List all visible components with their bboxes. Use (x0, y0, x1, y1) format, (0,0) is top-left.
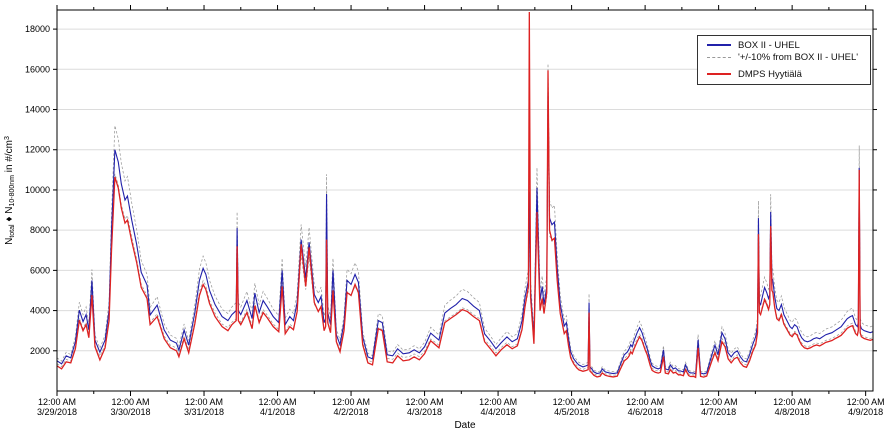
y-tick-label: 16000 (25, 64, 50, 74)
x-tick-date: 3/29/2018 (37, 407, 77, 417)
legend-line-red-icon (707, 73, 731, 75)
x-tick-date: 3/30/2018 (110, 407, 150, 417)
y-axis: 2000 4000 6000 8000 10000 12000 14000 16000 1800… (25, 24, 877, 356)
series-lines (56, 12, 874, 379)
x-tick-time: 12:00 AM (847, 397, 885, 407)
plot-frame (56, 9, 874, 392)
y-tick-label: 6000 (30, 265, 50, 275)
legend: BOX II - UHEL '+/-10% from BOX II - UHEL… (697, 35, 871, 85)
series-box-ii-uhel (56, 93, 874, 375)
y-tick-label: 2000 (30, 346, 50, 356)
x-tick-time: 12:00 AM (773, 397, 811, 407)
x-tick-time: 12:00 AM (626, 397, 664, 407)
x-tick-time: 12:00 AM (700, 397, 738, 407)
x-tick-date: 4/8/2018 (775, 407, 810, 417)
x-tick-date: 4/5/2018 (554, 407, 589, 417)
gridlines (57, 28, 873, 352)
x-tick-time: 12:00 AM (111, 397, 149, 407)
y-tick-label: 8000 (30, 225, 50, 235)
x-tick-time: 12:00 AM (185, 397, 223, 407)
legend-item-dmps-hyytiala: DMPS Hyytiälä (707, 68, 866, 80)
x-tick-time: 12:00 AM (406, 397, 444, 407)
x-tick-time: 12:00 AM (479, 397, 517, 407)
legend-label: DMPS Hyytiälä (738, 68, 802, 80)
x-tick-date: 4/4/2018 (481, 407, 516, 417)
series-plus10pct (56, 63, 874, 373)
x-tick-time: 12:00 AM (259, 397, 297, 407)
x-axis-title: Date (454, 420, 476, 431)
y-tick-label: 12000 (25, 145, 50, 155)
x-tick-time: 12:00 AM (38, 397, 76, 407)
legend-label: BOX II - UHEL (738, 39, 800, 51)
y-tick-label: 4000 (30, 306, 50, 316)
series-minus10pct (56, 123, 874, 377)
x-tick-time: 12:00 AM (332, 397, 370, 407)
y-tick-label: 18000 (25, 24, 50, 34)
legend-line-dashed-gray-icon (707, 56, 731, 58)
y-axis-title: Ntotal ♦ N10-800nm in #/cm3 (4, 136, 16, 245)
legend-label: '+/-10% from BOX II - UHEL' (738, 51, 859, 63)
series-dmps-hyytiala (56, 12, 874, 379)
x-tick-time: 12:00 AM (553, 397, 591, 407)
x-tick-date: 4/6/2018 (628, 407, 663, 417)
x-tick-date: 4/7/2018 (701, 407, 736, 417)
x-tick-date: 4/2/2018 (334, 407, 369, 417)
legend-item-box-ii-uhel: BOX II - UHEL (707, 39, 866, 51)
x-tick-date: 4/1/2018 (260, 407, 295, 417)
x-tick-date: 4/3/2018 (407, 407, 442, 417)
legend-line-blue-icon (707, 44, 731, 46)
x-tick-date: 4/9/2018 (848, 407, 883, 417)
x-tick-date: 3/31/2018 (184, 407, 224, 417)
y-tick-label: 14000 (25, 105, 50, 115)
legend-item-plus-minus-10pct: '+/-10% from BOX II - UHEL' (707, 51, 866, 63)
y-tick-label: 10000 (25, 185, 50, 195)
